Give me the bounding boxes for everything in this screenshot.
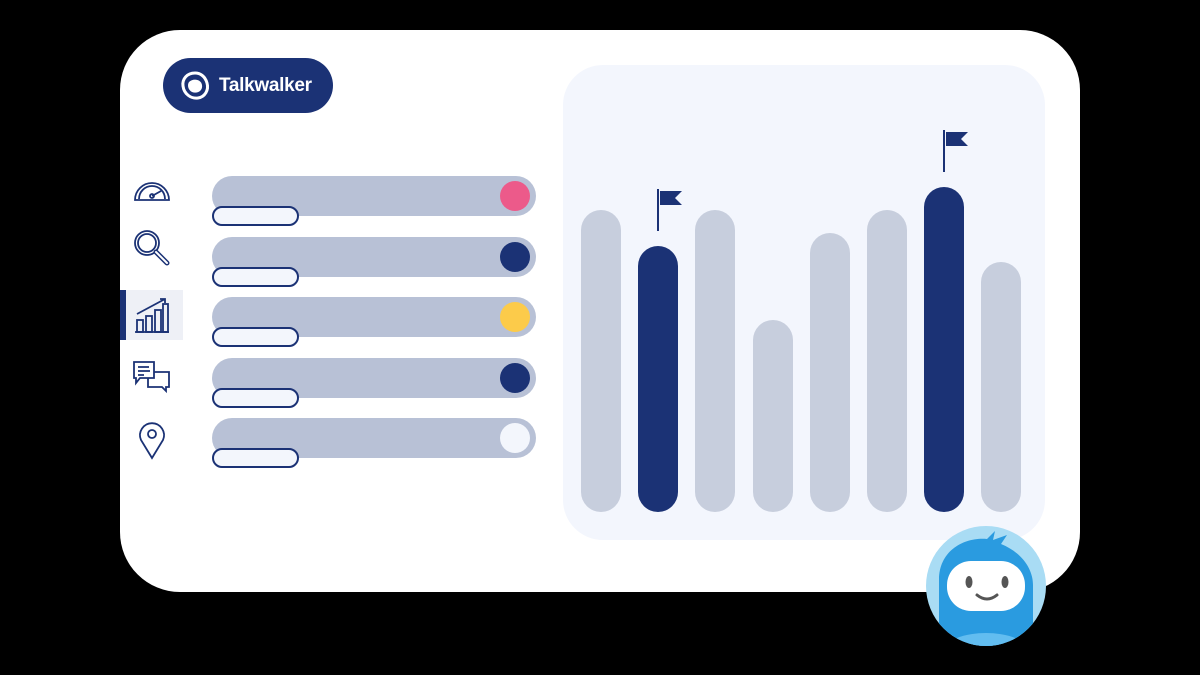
list-item-tag: [212, 206, 299, 226]
search-icon: [133, 230, 169, 266]
list-item-tag: [212, 266, 299, 287]
chart-bar: [924, 187, 965, 512]
list-item[interactable]: [212, 176, 536, 226]
chart-bar: [695, 209, 736, 512]
sidebar-item-dashboard[interactable]: [120, 163, 183, 213]
talkwalker-logo-icon: [181, 70, 209, 100]
brand-name: Talkwalker: [219, 74, 312, 96]
analytics-chart-icon: [134, 298, 169, 333]
sidebar-item-search[interactable]: [120, 223, 183, 273]
mascot-avatar-icon[interactable]: [925, 525, 1047, 647]
sidebar-item-analytics[interactable]: [120, 290, 183, 340]
chart-bar: [581, 209, 621, 512]
status-dot: [500, 241, 530, 272]
chart-bar: [809, 232, 850, 512]
chart-bar: [638, 245, 679, 512]
chart-bar: [981, 261, 1022, 512]
flag-icon: [943, 130, 969, 172]
status-dot: [500, 362, 530, 393]
location-pin-icon: [138, 422, 165, 460]
status-dot: [500, 423, 530, 453]
flag-icon: [657, 188, 683, 231]
list-item-tag: [212, 448, 299, 468]
status-dot: [500, 181, 530, 211]
list-item-tag: [212, 387, 299, 408]
chart-bar: [867, 209, 907, 512]
sidebar-item-conversations[interactable]: [120, 352, 183, 402]
list-item[interactable]: [212, 418, 536, 468]
list-item[interactable]: [212, 357, 536, 408]
chart-bar: [752, 320, 793, 512]
list-item[interactable]: [212, 297, 536, 347]
sidebar-item-locations[interactable]: [120, 415, 183, 465]
chart-panel: [563, 65, 1045, 540]
chat-bubbles-icon: [132, 361, 170, 394]
speedometer-icon: [133, 182, 170, 201]
talkwalker-logo[interactable]: Talkwalker: [163, 58, 333, 113]
list-item[interactable]: [212, 236, 536, 287]
list-item-tag: [212, 327, 299, 347]
status-dot: [500, 302, 530, 332]
